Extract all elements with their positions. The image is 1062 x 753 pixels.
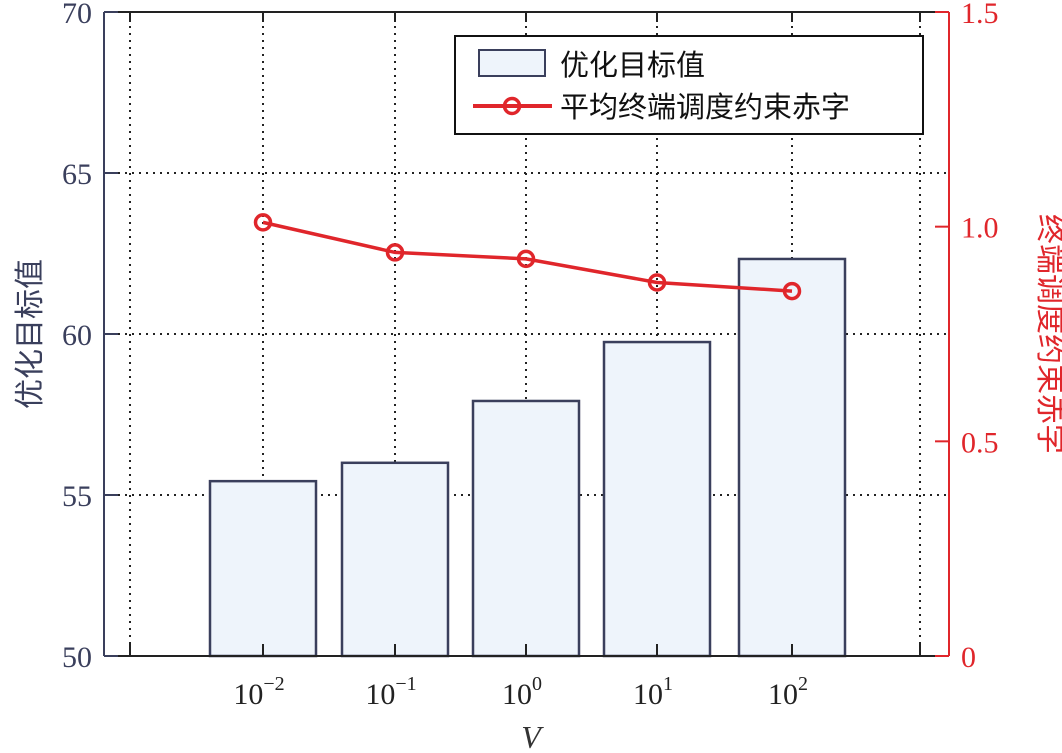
y-left-tick-label: 50 [62,641,92,674]
x-tick-label: 100 [502,673,542,711]
circle-marker-icon [647,273,667,292]
y-right-tick-label: 0.5 [961,426,999,459]
circle-marker-icon [516,249,536,269]
y-right-tick-label: 1.5 [961,0,999,30]
bar [471,399,581,658]
x-tick-label: 10−1 [365,673,416,711]
bar [602,340,712,658]
circle-marker-icon [385,243,405,262]
legend: 优化目标值 平均终端调度约束赤字 [454,35,924,135]
x-axis-label: V [521,719,544,753]
y-right-tick-label: 1.0 [961,212,999,245]
y-left-tick-label: 55 [62,480,92,513]
axis-ticks: 50 55 60 65 70 0 0.5 1.0 1.5 10−2 10−1 100 101 102 [62,0,999,711]
circle-marker-icon [782,281,802,301]
y-right-axis-label: 终端调度约束赤字 [1033,214,1062,454]
y-right-tick-label: 0 [961,641,976,674]
legend-bar-swatch-icon [478,49,546,77]
legend-line-label: 平均终端调度约束赤字 [560,90,850,124]
x-tick-label: 10−2 [233,673,284,711]
y-left-tick-label: 65 [62,158,92,191]
line-path [262,220,793,293]
line-series [253,213,802,301]
y-left-tick-label: 60 [62,319,92,352]
y-left-axis-label: 优化目标值 [14,259,47,409]
x-tick-label: 102 [768,673,808,711]
legend-circle-marker-icon [502,96,522,116]
y-left-tick-label: 70 [62,0,92,30]
bar [737,257,847,658]
bar [208,479,318,658]
bar [340,461,450,658]
bar-series [208,257,847,658]
circle-marker-icon [253,213,273,232]
legend-bar-label: 优化目标值 [560,48,705,82]
plot-frame [103,11,950,657]
x-tick-label: 101 [633,673,673,711]
